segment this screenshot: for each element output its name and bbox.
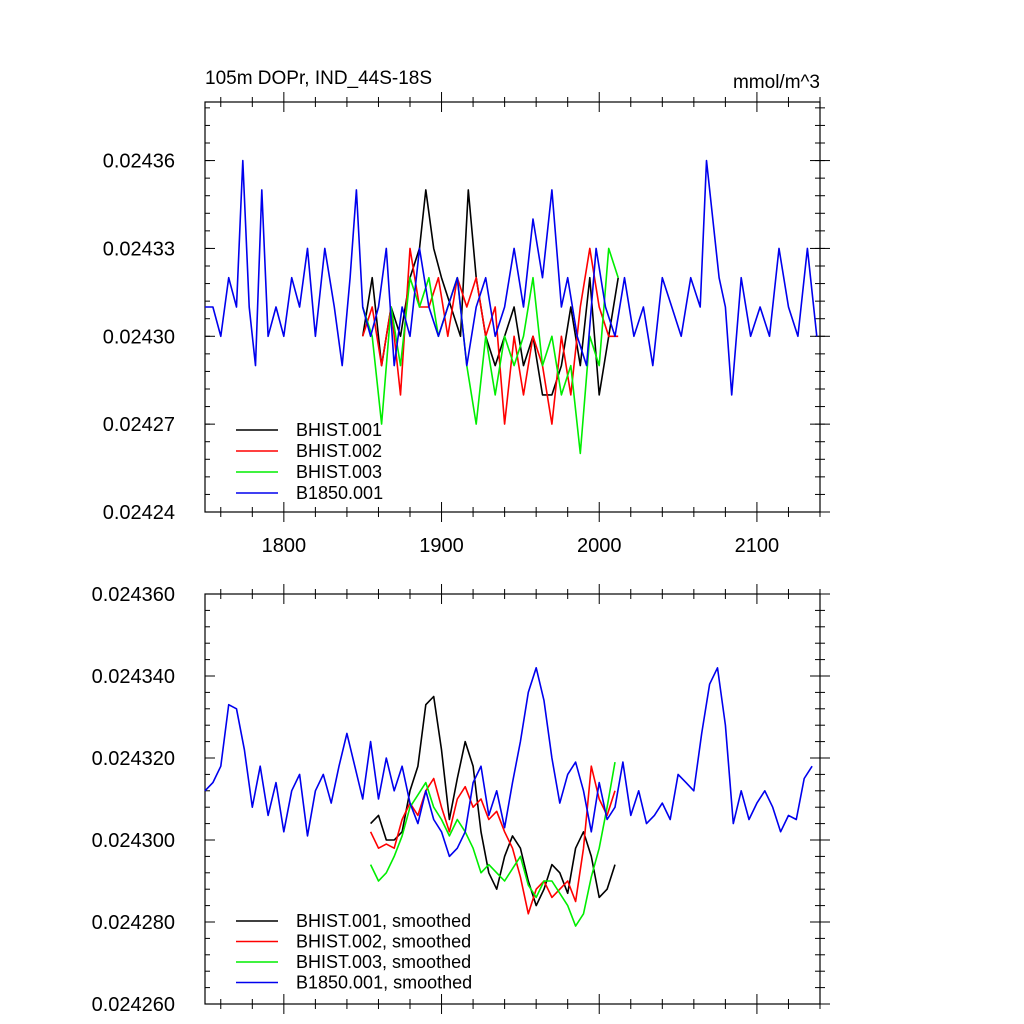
top-series-group — [205, 159, 818, 455]
x-tick-label: 1800 — [262, 535, 307, 557]
y-tick-label: 0.024360 — [92, 584, 175, 606]
series-line-b1850-001-smoothed — [204, 666, 813, 858]
y-tick-label: 0.024320 — [92, 748, 175, 770]
top-panel: 105m DOPr, IND_44S-18S mmol/m^3 1800 1900… — [103, 68, 830, 557]
series-line-bhist-001-smoothed — [370, 695, 616, 907]
y-tick-label: 0.024300 — [92, 830, 175, 852]
y-tick-label: 0.024280 — [92, 912, 175, 934]
x-tick-label: 1900 — [419, 535, 464, 557]
legend-label: BHIST.002, smoothed — [296, 932, 471, 952]
y-tick-label: 0.024340 — [92, 666, 175, 688]
legend-label: BHIST.002 — [296, 441, 382, 461]
y-tick-label: 0.02430 — [103, 326, 175, 348]
bottom-panel: 0.024260 0.024280 0.024300 0.024320 0.024340… — [92, 584, 830, 1016]
bottom-plot-frame — [204, 593, 821, 1005]
legend-label: BHIST.001, smoothed — [296, 911, 471, 931]
legend-label: B1850.001, smoothed — [296, 973, 472, 993]
series-line-b1850-001 — [205, 159, 818, 396]
x-tick-label: 2100 — [735, 535, 780, 557]
top-title-right: mmol/m^3 — [733, 72, 820, 93]
legend-label: BHIST.001 — [296, 420, 382, 440]
top-axis-ticks: 1800 1900 2000 2100 0.02424 0.02427 0.02430 0.0… — [103, 92, 830, 557]
y-tick-label: 0.02433 — [103, 238, 175, 260]
top-title-left: 105m DOPr, IND_44S-18S — [205, 68, 432, 89]
bottom-series-group — [204, 666, 813, 927]
y-tick-label: 0.02424 — [103, 502, 175, 524]
bottom-axis-ticks: 0.024260 0.024280 0.024300 0.024320 0.024340… — [92, 584, 830, 1016]
legend-label: B1850.001 — [296, 483, 383, 503]
x-tick-label: 2000 — [577, 535, 622, 557]
y-tick-label: 0.024260 — [92, 994, 175, 1016]
legend-label: BHIST.003 — [296, 462, 382, 482]
y-tick-label: 0.02436 — [103, 151, 175, 173]
y-tick-label: 0.02427 — [103, 414, 175, 436]
legend-label: BHIST.003, smoothed — [296, 952, 471, 972]
